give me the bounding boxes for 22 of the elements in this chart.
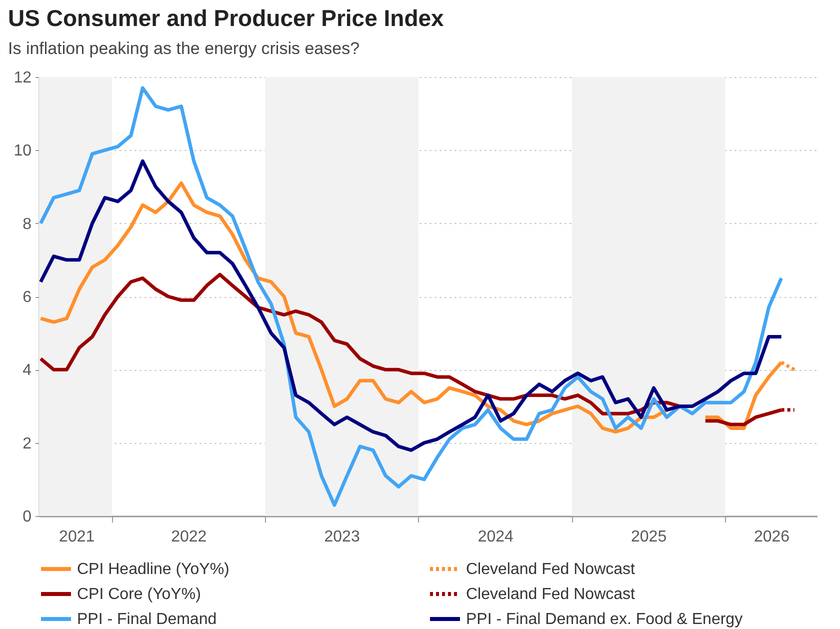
x-tick-label: 2025	[631, 528, 667, 546]
x-tick-label: 2024	[478, 528, 514, 546]
y-tick-label: 12	[14, 70, 32, 86]
chart-subtitle: Is inflation peaking as the energy crisis eases?	[8, 39, 360, 58]
y-tick-label: 8	[22, 216, 32, 233]
line-series	[38, 86, 784, 507]
y-tick-label: 4	[22, 362, 32, 380]
y-tick-label: 2	[22, 435, 32, 452]
legend-label: CPI Headline (YoY%)	[77, 561, 230, 578]
x-tick-label: 2026	[754, 528, 790, 546]
legend-label: Cleveland Fed Nowcast	[466, 561, 636, 578]
x-tick-label: 2023	[324, 528, 360, 546]
y-tick-label: 6	[22, 289, 32, 306]
legend-label: PPI - Final Demand ex. Food & Energy	[466, 611, 743, 628]
y-tick-label: 0	[22, 508, 32, 526]
legend-label: PPI - Final Demand	[77, 611, 217, 628]
legend-label: Cleveland Fed Nowcast	[466, 586, 636, 603]
chart-title: US Consumer and Producer Price Index	[8, 5, 444, 31]
x-tick-label: 2021	[59, 528, 95, 546]
y-tick-label: 10	[14, 142, 32, 160]
x-tick-label: 2022	[171, 528, 207, 546]
legend-label: CPI Core (YoY%)	[77, 586, 201, 603]
